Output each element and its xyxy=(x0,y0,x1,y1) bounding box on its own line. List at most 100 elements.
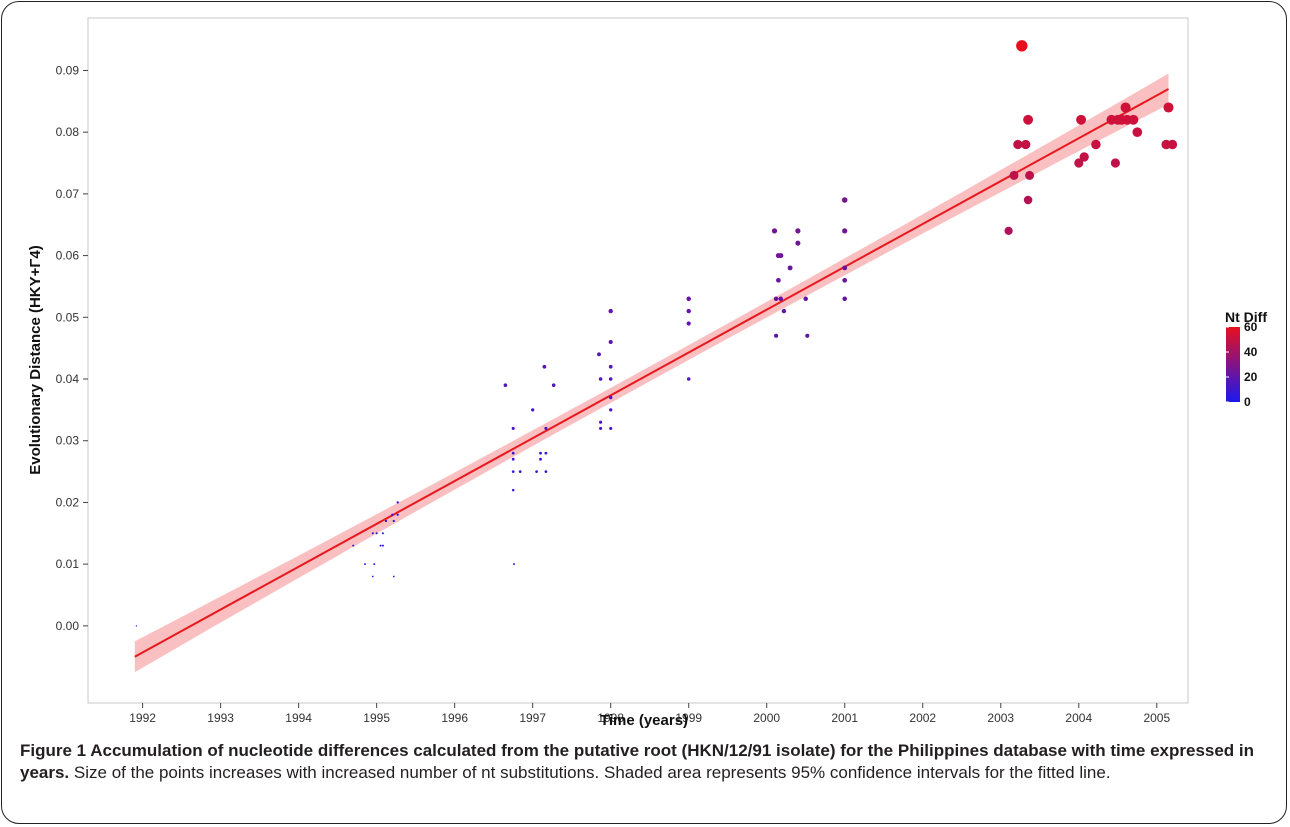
data-point xyxy=(539,451,542,455)
data-point xyxy=(135,625,138,627)
y-tick-label: 0.01 xyxy=(56,557,80,571)
x-tick-label: 1999 xyxy=(675,711,702,725)
data-point xyxy=(511,457,515,461)
y-tick-label: 0.00 xyxy=(56,619,80,633)
data-point xyxy=(371,532,374,535)
y-tick-label: 0.08 xyxy=(56,125,80,139)
data-point xyxy=(686,377,691,381)
data-point xyxy=(392,575,395,578)
data-point xyxy=(375,532,378,535)
x-axis-label: Time (years) xyxy=(600,712,688,729)
data-point xyxy=(373,563,376,566)
y-tick-label: 0.09 xyxy=(56,63,80,77)
data-point xyxy=(771,228,778,234)
data-point xyxy=(392,519,395,523)
data-point xyxy=(608,339,613,345)
data-point xyxy=(1023,114,1034,125)
data-point xyxy=(511,451,515,455)
data-point xyxy=(1167,139,1178,150)
y-tick-label: 0.02 xyxy=(56,495,80,509)
x-tick-label: 2005 xyxy=(1143,711,1170,725)
fit-line-path xyxy=(134,88,1169,658)
scatter-chart: 1992 1993 1994 1995 1996 1997 1998 1999 2000 2001… xyxy=(27,17,1267,729)
y-tick-label: 0.04 xyxy=(56,372,80,386)
legend-tick-label: 20 xyxy=(1244,370,1258,384)
data-point xyxy=(518,470,522,473)
data-point xyxy=(609,408,613,412)
data-point xyxy=(597,352,601,357)
data-point xyxy=(513,563,515,566)
data-point xyxy=(551,383,556,387)
data-point xyxy=(352,544,355,547)
data-point xyxy=(795,228,801,234)
data-point xyxy=(1016,40,1028,52)
data-point xyxy=(599,426,603,430)
data-points xyxy=(135,40,1178,627)
x-tick-label: 1998 xyxy=(597,711,624,725)
x-tick-label: 2002 xyxy=(909,711,936,725)
data-point xyxy=(1076,114,1087,125)
x-tick-label: 2001 xyxy=(831,711,858,725)
x-tick-label: 1992 xyxy=(129,711,156,725)
data-point xyxy=(778,253,784,259)
data-point xyxy=(1025,170,1035,180)
data-point xyxy=(396,501,399,504)
data-point xyxy=(511,488,515,492)
data-point xyxy=(1163,102,1174,113)
y-tick-label: 0.06 xyxy=(56,249,80,263)
data-point xyxy=(1091,139,1101,150)
caption-title: Figure 1 Accumulation of nucleotide diff… xyxy=(20,741,1255,782)
data-point xyxy=(608,364,613,369)
data-point xyxy=(773,296,779,302)
data-point xyxy=(842,265,848,271)
data-point xyxy=(544,470,548,473)
data-point xyxy=(1013,139,1023,150)
data-point xyxy=(686,296,691,302)
data-point xyxy=(542,364,547,369)
data-point xyxy=(1074,158,1084,168)
x-axis: 1992 1993 1994 1995 1996 1997 1998 1999 2000 2001… xyxy=(129,703,1170,725)
legend-tick-label: 40 xyxy=(1244,345,1258,359)
y-tick-label: 0.07 xyxy=(56,187,80,201)
data-point xyxy=(842,296,847,302)
data-point xyxy=(535,470,538,473)
y-axis: 0.00 0.01 0.02 0.03 0.04 0.05 0.06 0.07 0.08 0.09 xyxy=(56,63,88,633)
data-point xyxy=(539,457,542,461)
data-point xyxy=(1110,158,1120,168)
legend-ticks: 0 20 40 60 xyxy=(1226,320,1258,409)
data-point xyxy=(609,426,613,430)
data-point xyxy=(371,575,374,578)
data-point xyxy=(774,333,779,338)
x-tick-label: 2000 xyxy=(753,711,780,725)
data-point xyxy=(608,308,613,314)
data-point xyxy=(544,426,548,430)
data-point xyxy=(1004,226,1013,236)
data-point xyxy=(776,277,781,283)
data-point xyxy=(381,544,384,547)
y-axis-label: Evolutionary Distance (HKY+Γ4) xyxy=(27,245,44,475)
x-tick-label: 1995 xyxy=(363,711,390,725)
x-tick-label: 1993 xyxy=(207,711,234,725)
legend-tick-label: 60 xyxy=(1244,320,1258,334)
y-tick-label: 0.03 xyxy=(56,434,80,448)
caption-body: Size of the points increases with increa… xyxy=(69,763,1111,782)
data-point xyxy=(1009,170,1019,180)
data-point xyxy=(1023,195,1033,205)
x-tick-label: 1997 xyxy=(519,711,546,725)
data-point xyxy=(379,544,382,547)
x-tick-label: 1994 xyxy=(285,711,312,725)
data-point xyxy=(544,451,548,455)
figure-caption: Figure 1 Accumulation of nucleotide diff… xyxy=(20,740,1270,784)
data-point xyxy=(364,563,366,566)
data-point xyxy=(686,308,691,314)
x-tick-label: 1996 xyxy=(441,711,468,725)
legend-tick-label: 0 xyxy=(1244,395,1251,409)
data-point xyxy=(781,308,787,314)
x-tick-label: 2003 xyxy=(987,711,1014,725)
legend-color-bar xyxy=(1226,327,1240,402)
data-point xyxy=(511,470,515,473)
data-point xyxy=(842,228,848,234)
y-tick-label: 0.05 xyxy=(56,310,80,324)
data-point xyxy=(787,265,793,271)
data-point xyxy=(795,240,801,246)
